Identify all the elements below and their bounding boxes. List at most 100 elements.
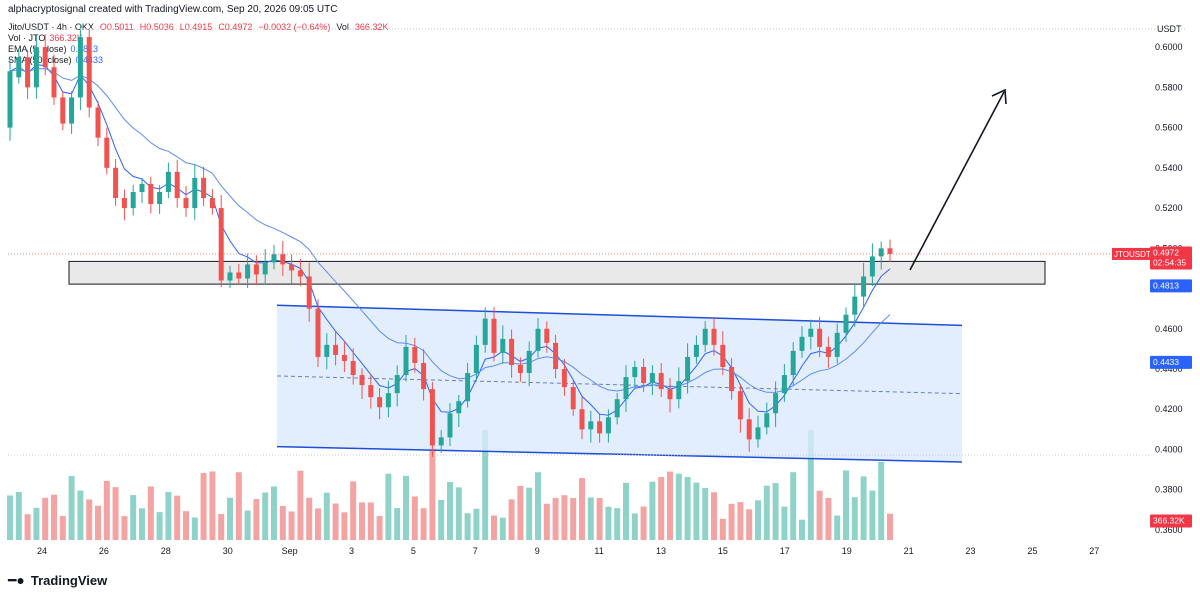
volume-bar — [711, 492, 717, 540]
symbol-line[interactable]: Jito/USDT · 4h · OKX — [8, 22, 94, 32]
volume-bar — [825, 497, 832, 540]
tradingview-watermark: ━● TradingView — [8, 572, 107, 589]
volume-bar — [77, 490, 84, 540]
volume-bar — [737, 502, 744, 540]
time-tick-label: Sep — [282, 546, 298, 556]
candle-body — [685, 356, 691, 382]
symbol-tag-text: JTOUSDT — [1114, 250, 1151, 259]
candle-body — [262, 262, 268, 275]
volume-bar — [315, 508, 321, 540]
volume-bar — [482, 430, 489, 540]
candle-body — [359, 375, 365, 386]
candle-body — [69, 97, 75, 124]
price-tick-label: 0.4000 — [1155, 444, 1183, 454]
volume-bar — [403, 475, 409, 540]
volume-bar — [869, 490, 876, 540]
volume-bar — [702, 487, 709, 540]
ohlc-close: C0.4972 — [218, 22, 253, 32]
volume-bar — [420, 508, 427, 540]
volume-bar — [499, 517, 506, 540]
volume-bar — [279, 505, 286, 540]
candle-body — [77, 37, 83, 98]
candle-body — [456, 401, 462, 414]
candle-body — [852, 296, 858, 315]
channel-lower-line — [276, 445, 963, 463]
volume-bar — [68, 476, 75, 540]
candle-body — [148, 183, 154, 205]
candle-body — [570, 387, 576, 410]
volume-bar — [596, 498, 603, 540]
volume-bar — [139, 508, 145, 540]
volume-bar — [341, 512, 348, 540]
projection-arrow-head — [991, 88, 1007, 105]
volume-bar — [816, 490, 823, 540]
symbol-tag-bg — [1112, 247, 1152, 260]
volume-bar — [174, 495, 181, 540]
time-tick-label: 25 — [1027, 546, 1037, 556]
candle-body — [236, 272, 242, 279]
candle-body — [377, 397, 383, 408]
candle-body — [509, 338, 515, 365]
volume-bar — [200, 473, 207, 540]
candle-body — [385, 393, 391, 408]
watermark-text: TradingView — [30, 573, 108, 588]
candle-body — [324, 344, 330, 357]
price-tick-label: 0.6000 — [1155, 42, 1183, 52]
candle-body — [473, 344, 479, 374]
volume-bar — [262, 492, 269, 540]
price-tick-label: 0.4400 — [1155, 364, 1183, 374]
candle-body — [350, 360, 356, 376]
candle-body — [702, 328, 708, 345]
volume-bar — [24, 514, 31, 540]
volume-bar — [33, 507, 40, 540]
candle-body — [843, 314, 849, 333]
candle-body — [245, 264, 251, 279]
candle-body — [33, 47, 39, 88]
ohlc-low: L0.4915 — [179, 22, 213, 32]
volume-bar — [253, 499, 260, 540]
volume-bar — [491, 515, 497, 540]
volume-bar — [667, 471, 673, 540]
candle-body — [412, 346, 418, 363]
candle-body — [535, 328, 541, 351]
volume-bar — [587, 497, 594, 540]
candle-body — [157, 191, 163, 205]
candle-body — [253, 264, 259, 275]
candle-body — [482, 318, 488, 345]
volume-bar — [464, 513, 471, 540]
volume-bars — [7, 430, 893, 540]
volume-bar — [147, 486, 154, 540]
candle-body — [658, 373, 664, 390]
price-tick-label: 0.4200 — [1155, 404, 1183, 414]
volume-bar — [447, 482, 453, 540]
time-tick-label: 21 — [904, 546, 914, 556]
candle-body — [113, 167, 119, 199]
volume-bar — [834, 515, 841, 540]
ohlc-change: −0.0032 (−0.64%) — [258, 22, 331, 32]
volume-bar — [235, 472, 242, 540]
candle-body — [641, 366, 647, 384]
candle-body — [746, 419, 752, 440]
ohlc-high: H0.5036 — [139, 22, 174, 32]
candle-body — [104, 137, 110, 168]
vol-indicator-value: 366.32K — [49, 33, 83, 43]
volume-bar — [605, 506, 612, 540]
resistance-zone — [68, 260, 1046, 285]
candle-body — [174, 171, 180, 199]
volume-bar — [675, 473, 682, 540]
candle-body — [887, 248, 893, 254]
volume-bar — [332, 503, 339, 540]
candle-body — [394, 375, 400, 394]
candle-body — [465, 373, 471, 402]
candle-body — [878, 248, 884, 257]
vol-indicator-row[interactable]: Vol · JTO 366.32K — [8, 33, 390, 44]
time-tick-label: 23 — [965, 546, 975, 556]
volume-bar — [429, 430, 436, 540]
time-tick-label: 7 — [473, 546, 478, 556]
projection-arrow-line — [909, 91, 1005, 271]
time-tick-label: 17 — [780, 546, 790, 556]
ema-price-tag-bg — [1150, 279, 1192, 293]
price-tick-label: 0.3800 — [1155, 485, 1183, 495]
candle-body — [808, 328, 814, 337]
